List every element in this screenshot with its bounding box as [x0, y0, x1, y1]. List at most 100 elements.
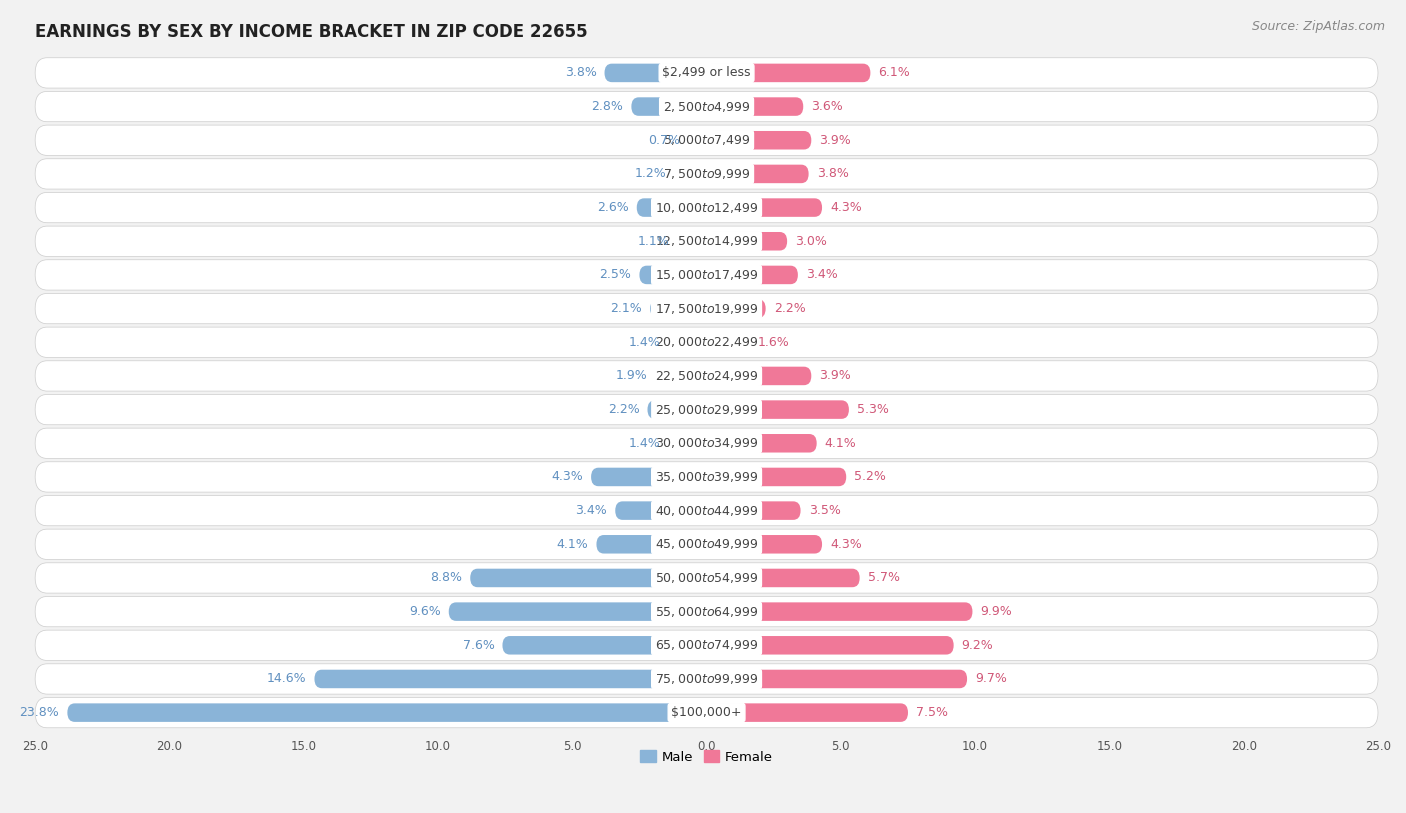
Text: 2.8%: 2.8% [592, 100, 623, 113]
FancyBboxPatch shape [502, 636, 707, 654]
FancyBboxPatch shape [707, 232, 787, 250]
Text: 3.9%: 3.9% [820, 134, 851, 146]
FancyBboxPatch shape [596, 535, 707, 554]
FancyBboxPatch shape [35, 226, 1378, 256]
Text: 9.7%: 9.7% [976, 672, 1007, 685]
Text: 3.6%: 3.6% [811, 100, 844, 113]
FancyBboxPatch shape [35, 597, 1378, 627]
FancyBboxPatch shape [35, 58, 1378, 88]
Text: 9.9%: 9.9% [980, 605, 1012, 618]
FancyBboxPatch shape [648, 400, 707, 419]
Text: 4.1%: 4.1% [557, 537, 588, 550]
FancyBboxPatch shape [35, 462, 1378, 492]
FancyBboxPatch shape [35, 260, 1378, 290]
FancyBboxPatch shape [637, 198, 707, 217]
Text: $20,000 to $22,499: $20,000 to $22,499 [655, 335, 758, 350]
Text: 1.9%: 1.9% [616, 369, 648, 382]
Text: 23.8%: 23.8% [20, 706, 59, 720]
Text: 1.4%: 1.4% [628, 437, 661, 450]
Text: Source: ZipAtlas.com: Source: ZipAtlas.com [1251, 20, 1385, 33]
FancyBboxPatch shape [707, 400, 849, 419]
FancyBboxPatch shape [449, 602, 707, 621]
Text: 8.8%: 8.8% [430, 572, 463, 585]
FancyBboxPatch shape [669, 434, 707, 453]
Text: 7.5%: 7.5% [917, 706, 948, 720]
Text: $15,000 to $17,499: $15,000 to $17,499 [655, 268, 758, 282]
FancyBboxPatch shape [688, 131, 707, 150]
FancyBboxPatch shape [655, 367, 707, 385]
Text: 1.6%: 1.6% [758, 336, 789, 349]
FancyBboxPatch shape [591, 467, 707, 486]
Text: 1.4%: 1.4% [628, 336, 661, 349]
Text: $22,500 to $24,999: $22,500 to $24,999 [655, 369, 758, 383]
Text: 2.1%: 2.1% [610, 302, 643, 315]
FancyBboxPatch shape [35, 495, 1378, 526]
FancyBboxPatch shape [35, 193, 1378, 223]
Text: 6.1%: 6.1% [879, 67, 910, 80]
Text: 3.8%: 3.8% [817, 167, 849, 180]
Text: 4.1%: 4.1% [825, 437, 856, 450]
FancyBboxPatch shape [707, 131, 811, 150]
FancyBboxPatch shape [707, 299, 766, 318]
FancyBboxPatch shape [35, 91, 1378, 122]
FancyBboxPatch shape [605, 63, 707, 82]
Text: 3.0%: 3.0% [796, 235, 827, 248]
Text: $35,000 to $39,999: $35,000 to $39,999 [655, 470, 758, 484]
FancyBboxPatch shape [35, 428, 1378, 459]
FancyBboxPatch shape [707, 63, 870, 82]
FancyBboxPatch shape [707, 165, 808, 183]
FancyBboxPatch shape [707, 703, 908, 722]
Text: 5.3%: 5.3% [858, 403, 889, 416]
Text: $45,000 to $49,999: $45,000 to $49,999 [655, 537, 758, 551]
FancyBboxPatch shape [707, 266, 797, 285]
FancyBboxPatch shape [678, 232, 707, 250]
FancyBboxPatch shape [707, 434, 817, 453]
Text: $30,000 to $34,999: $30,000 to $34,999 [655, 437, 758, 450]
FancyBboxPatch shape [35, 529, 1378, 559]
Text: 1.1%: 1.1% [637, 235, 669, 248]
Text: 3.5%: 3.5% [808, 504, 841, 517]
Text: 2.5%: 2.5% [599, 268, 631, 281]
FancyBboxPatch shape [35, 663, 1378, 694]
FancyBboxPatch shape [675, 165, 707, 183]
Text: 4.3%: 4.3% [551, 471, 583, 484]
Text: 5.2%: 5.2% [855, 471, 886, 484]
FancyBboxPatch shape [616, 502, 707, 520]
FancyBboxPatch shape [35, 394, 1378, 424]
Text: 3.4%: 3.4% [575, 504, 607, 517]
FancyBboxPatch shape [707, 602, 973, 621]
FancyBboxPatch shape [35, 159, 1378, 189]
Text: 2.6%: 2.6% [598, 201, 628, 214]
Text: $2,500 to $4,999: $2,500 to $4,999 [662, 99, 751, 114]
Text: 2.2%: 2.2% [773, 302, 806, 315]
FancyBboxPatch shape [35, 563, 1378, 593]
Text: $17,500 to $19,999: $17,500 to $19,999 [655, 302, 758, 315]
FancyBboxPatch shape [470, 568, 707, 587]
Text: $50,000 to $54,999: $50,000 to $54,999 [655, 571, 758, 585]
FancyBboxPatch shape [707, 568, 859, 587]
Text: 9.6%: 9.6% [409, 605, 440, 618]
Text: $25,000 to $29,999: $25,000 to $29,999 [655, 402, 758, 416]
FancyBboxPatch shape [707, 670, 967, 689]
FancyBboxPatch shape [707, 467, 846, 486]
Text: $75,000 to $99,999: $75,000 to $99,999 [655, 672, 758, 686]
FancyBboxPatch shape [315, 670, 707, 689]
Text: $55,000 to $64,999: $55,000 to $64,999 [655, 605, 758, 619]
FancyBboxPatch shape [707, 502, 800, 520]
Text: $12,500 to $14,999: $12,500 to $14,999 [655, 234, 758, 248]
Text: 7.6%: 7.6% [463, 639, 495, 652]
Text: $100,000+: $100,000+ [671, 706, 742, 720]
Text: $65,000 to $74,999: $65,000 to $74,999 [655, 638, 758, 652]
FancyBboxPatch shape [35, 327, 1378, 358]
Legend: Male, Female: Male, Female [636, 745, 778, 769]
FancyBboxPatch shape [35, 630, 1378, 660]
FancyBboxPatch shape [67, 703, 707, 722]
Text: $2,499 or less: $2,499 or less [662, 67, 751, 80]
Text: $5,000 to $7,499: $5,000 to $7,499 [662, 133, 751, 147]
FancyBboxPatch shape [35, 361, 1378, 391]
Text: 4.3%: 4.3% [830, 201, 862, 214]
Text: EARNINGS BY SEX BY INCOME BRACKET IN ZIP CODE 22655: EARNINGS BY SEX BY INCOME BRACKET IN ZIP… [35, 23, 588, 41]
FancyBboxPatch shape [707, 98, 803, 115]
FancyBboxPatch shape [35, 698, 1378, 728]
Text: 0.7%: 0.7% [648, 134, 679, 146]
